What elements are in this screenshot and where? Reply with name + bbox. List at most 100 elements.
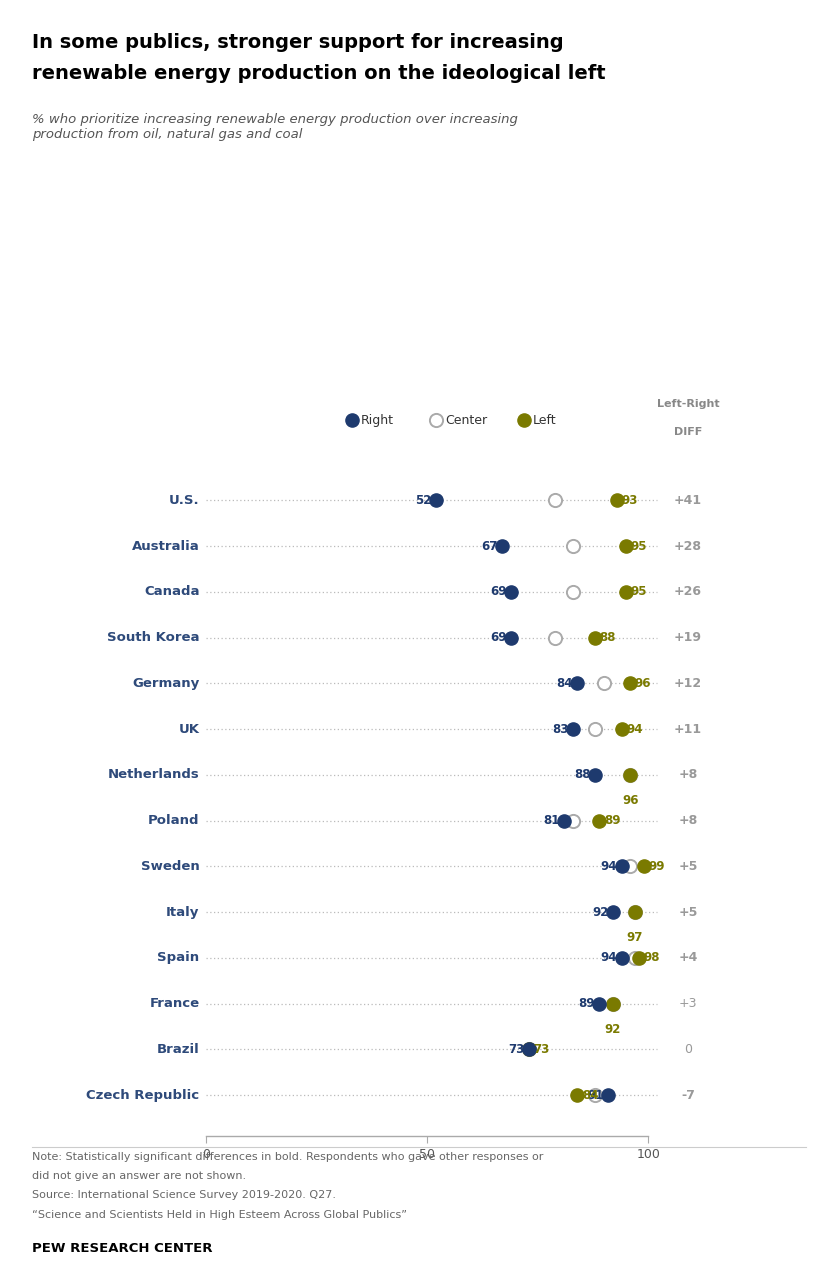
Text: 95: 95: [631, 586, 647, 598]
Text: Canada: Canada: [144, 586, 199, 598]
Text: Center: Center: [444, 413, 487, 426]
Text: 94: 94: [601, 951, 617, 964]
Point: [566, 582, 580, 602]
Point: [597, 673, 611, 693]
Point: [588, 719, 601, 740]
Point: [549, 628, 562, 648]
Text: South Korea: South Korea: [107, 632, 199, 645]
Text: +19: +19: [674, 632, 702, 645]
Text: 94: 94: [626, 723, 643, 736]
Text: Netherlands: Netherlands: [108, 768, 199, 782]
Text: +8: +8: [678, 768, 697, 782]
Text: Spain: Spain: [157, 951, 199, 964]
Text: Brazil: Brazil: [156, 1043, 199, 1055]
Text: 88: 88: [575, 768, 591, 782]
Text: Italy: Italy: [166, 905, 199, 918]
Point: [615, 948, 628, 968]
Point: [522, 1039, 535, 1059]
Point: [588, 628, 601, 648]
Point: [566, 719, 580, 740]
Point: [593, 810, 606, 831]
Text: +41: +41: [674, 494, 702, 507]
Text: 81: 81: [543, 814, 559, 827]
Text: +5: +5: [678, 905, 697, 918]
Point: [624, 765, 638, 786]
Text: Australia: Australia: [132, 539, 199, 552]
Text: did not give an answer are not shown.: did not give an answer are not shown.: [32, 1171, 246, 1181]
Text: 91: 91: [587, 1089, 604, 1102]
Text: Right: Right: [360, 413, 394, 426]
Point: [628, 901, 642, 922]
Point: [566, 535, 580, 556]
Text: France: France: [150, 998, 199, 1011]
Text: Sweden: Sweden: [140, 860, 199, 873]
Text: % who prioritize increasing renewable energy production over increasing
producti: % who prioritize increasing renewable en…: [32, 113, 517, 141]
Point: [566, 810, 580, 831]
Text: 98: 98: [643, 951, 660, 964]
Text: 92: 92: [605, 1023, 621, 1036]
Text: Germany: Germany: [132, 677, 199, 690]
Point: [517, 410, 531, 430]
Text: 73: 73: [508, 1043, 524, 1055]
Text: 97: 97: [627, 931, 643, 945]
Point: [615, 856, 628, 877]
Point: [624, 765, 638, 786]
Point: [633, 948, 646, 968]
Point: [624, 856, 638, 877]
Text: +12: +12: [674, 677, 702, 690]
Text: 96: 96: [622, 794, 638, 808]
Point: [628, 948, 642, 968]
Text: renewable energy production on the ideological left: renewable energy production on the ideol…: [32, 64, 606, 83]
Point: [522, 1039, 535, 1059]
Text: 95: 95: [631, 539, 647, 552]
Point: [570, 1085, 584, 1106]
Text: 69: 69: [491, 586, 507, 598]
Text: U.S.: U.S.: [169, 494, 199, 507]
Text: Left: Left: [533, 413, 557, 426]
Point: [504, 628, 517, 648]
Point: [637, 856, 650, 877]
Point: [619, 582, 633, 602]
Point: [588, 1085, 601, 1106]
Text: +11: +11: [674, 723, 702, 736]
Text: 83: 83: [552, 723, 569, 736]
Point: [496, 535, 509, 556]
Point: [549, 490, 562, 511]
Point: [611, 490, 624, 511]
Text: +3: +3: [679, 998, 697, 1011]
Text: 89: 89: [604, 814, 621, 827]
Point: [606, 994, 619, 1014]
Text: PEW RESEARCH CENTER: PEW RESEARCH CENTER: [32, 1242, 213, 1254]
Text: “Science and Scientists Held in High Esteem Across Global Publics”: “Science and Scientists Held in High Est…: [32, 1210, 407, 1220]
Text: 88: 88: [600, 632, 616, 645]
Point: [345, 410, 359, 430]
Text: 67: 67: [481, 539, 498, 552]
Point: [429, 410, 443, 430]
Point: [522, 1039, 535, 1059]
Text: 94: 94: [601, 860, 617, 873]
Point: [606, 994, 619, 1014]
Text: 92: 92: [592, 905, 608, 918]
Point: [588, 765, 601, 786]
Text: +5: +5: [678, 860, 697, 873]
Text: 99: 99: [648, 860, 664, 873]
Text: -7: -7: [681, 1089, 695, 1102]
Text: UK: UK: [178, 723, 199, 736]
Text: +4: +4: [678, 951, 697, 964]
Point: [624, 673, 638, 693]
Point: [504, 582, 517, 602]
Text: +26: +26: [674, 586, 702, 598]
Text: 73: 73: [533, 1043, 549, 1055]
Text: In some publics, stronger support for increasing: In some publics, stronger support for in…: [32, 33, 564, 53]
Text: 69: 69: [491, 632, 507, 645]
Text: 93: 93: [622, 494, 638, 507]
Point: [593, 994, 606, 1014]
Text: DIFF: DIFF: [674, 426, 702, 437]
Point: [570, 673, 584, 693]
Point: [558, 810, 571, 831]
Text: 89: 89: [579, 998, 595, 1011]
Text: 96: 96: [635, 677, 651, 690]
Text: 84: 84: [582, 1089, 598, 1102]
Text: Source: International Science Survey 2019-2020. Q27.: Source: International Science Survey 201…: [32, 1190, 336, 1201]
Point: [606, 901, 619, 922]
